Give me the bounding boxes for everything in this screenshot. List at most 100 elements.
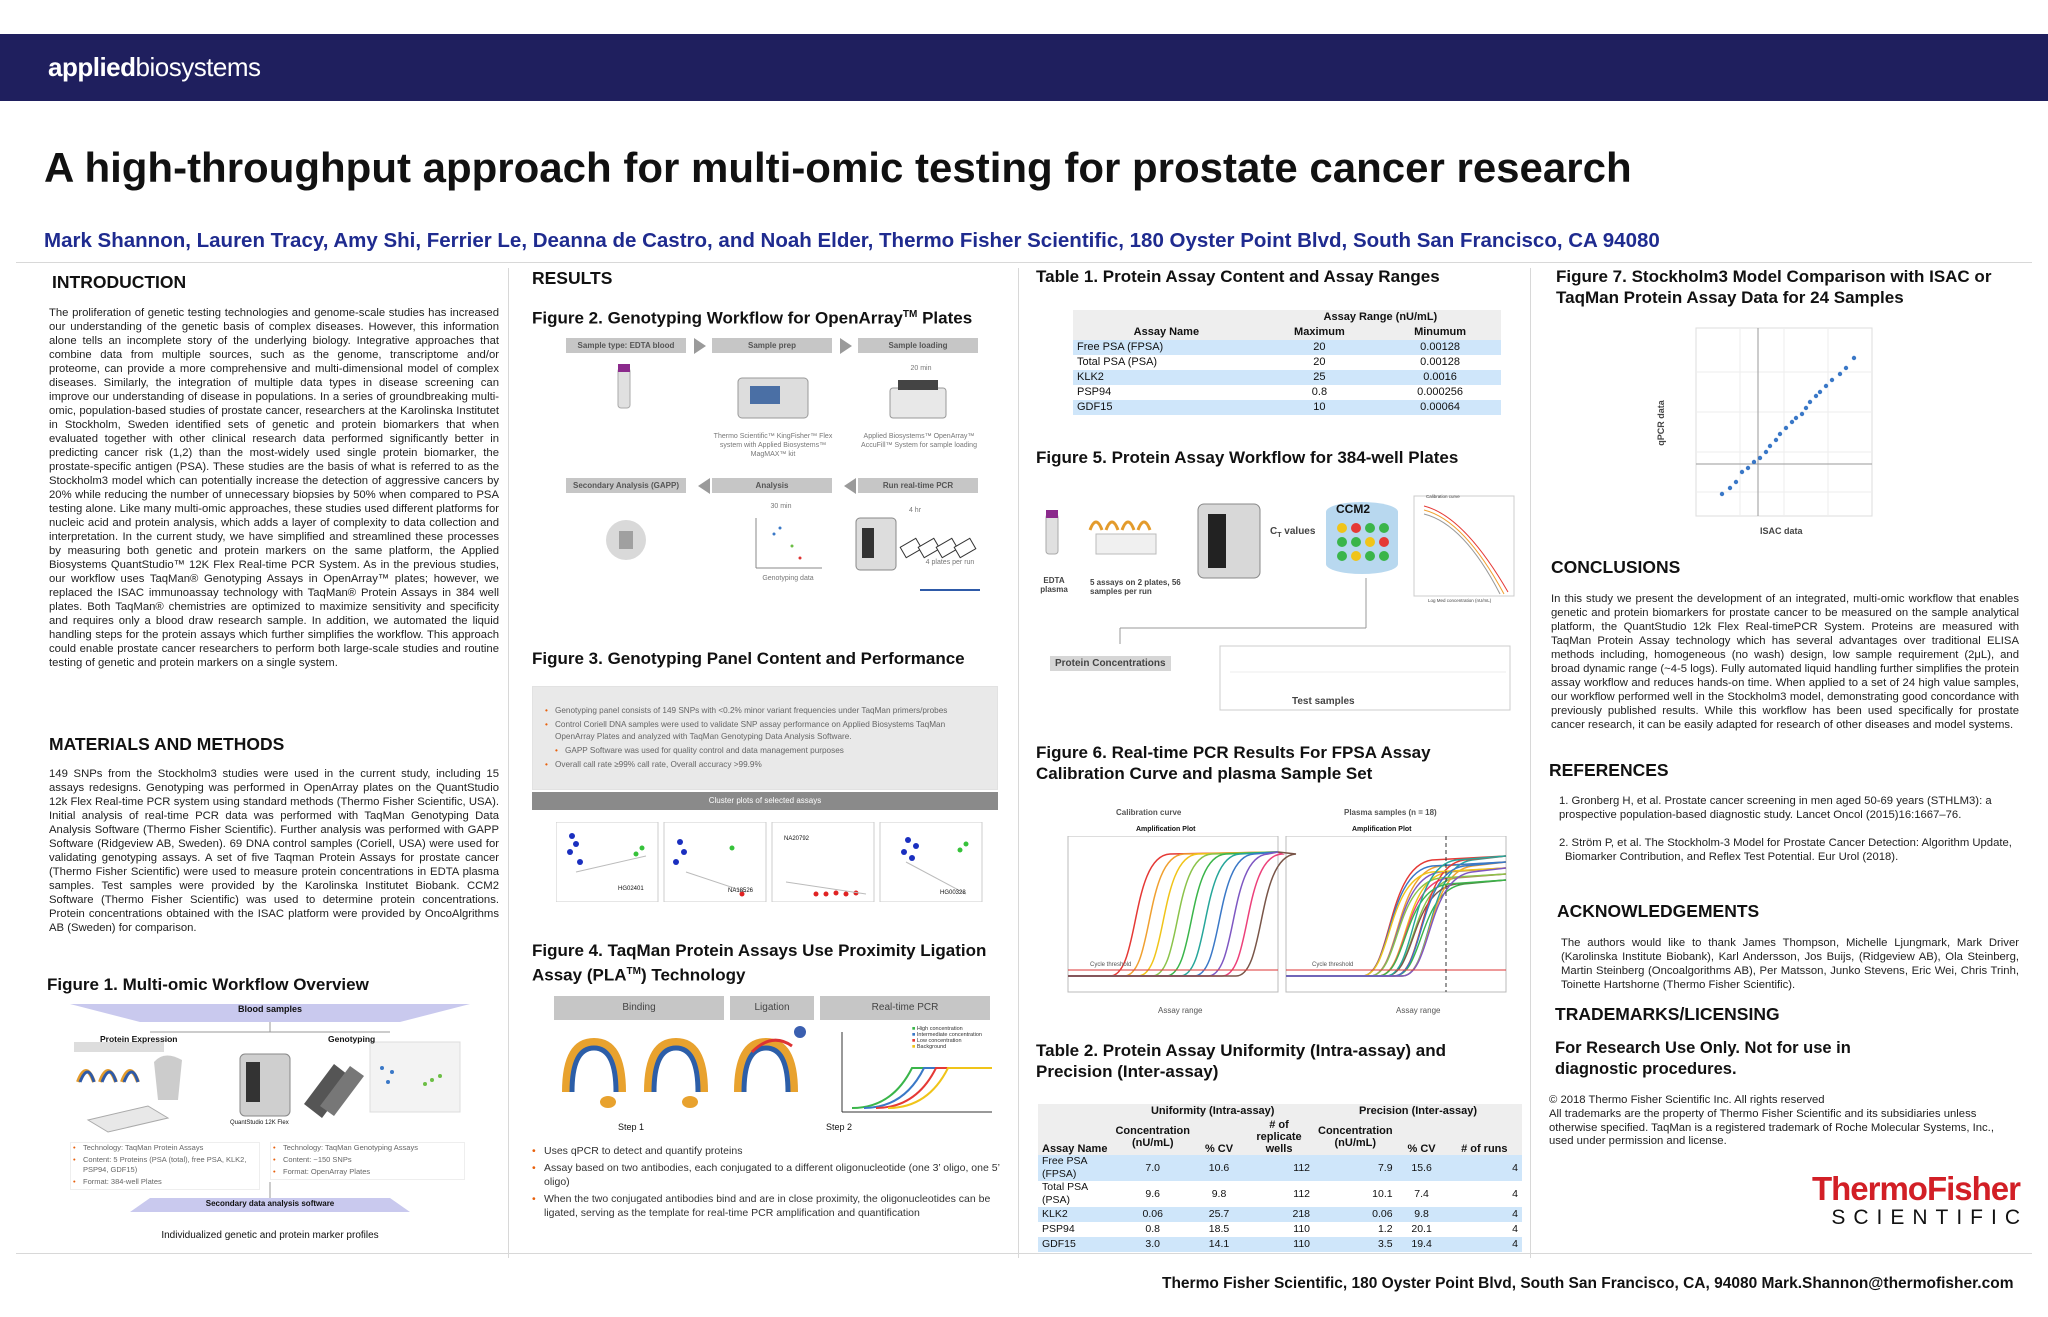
header-band [0,34,2048,101]
fig2-heading: Figure 2. Genotyping Workflow for OpenAr… [532,308,973,328]
fig5-ct: CT values [1270,526,1316,539]
reference-1: 1. Gronberg H, et al. Prostate cancer sc… [1559,795,1992,821]
fig5-graphic: EDTA plasma 5 assays on 2 plates, 56 sam… [1036,494,1516,716]
fig7-heading: Figure 7. Stockholm3 Model Comparison wi… [1556,267,1992,307]
fig4-ligation: Ligation [730,996,814,1020]
fig3-sample-label: NA18526 [728,888,754,894]
fig2-plates: 4 plates per run [925,559,975,566]
fig1-protein-bullets: Technology: TaqMan Protein AssaysContent… [70,1142,260,1190]
copyright: © 2018 Thermo Fisher Scientific Inc. All… [1549,1094,1825,1106]
fig4-bullets: Uses qPCR to detect and quantify protein… [530,1144,1004,1223]
fig4-legend: ■ High concentration ■ Intermediate conc… [912,1026,982,1050]
fig4-binding: Binding [554,996,724,1020]
fig4-heading: Figure 4. TaqMan Protein Assays Use Prox… [532,941,987,985]
scatter-point [1745,465,1751,471]
scatter-point [1829,377,1835,383]
scatter-point [1763,449,1769,455]
table1-heading: Table 1. Protein Assay Content and Assay… [1036,267,1440,286]
scatter-point [1799,411,1805,417]
fig3-bullet: GAPP Software was used for quality contr… [553,745,987,757]
table2-heading: Table 2. Protein Assay Uniformity (Intra… [1036,1041,1447,1081]
amplification-curve [1068,851,1279,977]
fig3-heading: Figure 3. Genotyping Panel Content and P… [532,649,965,668]
thermofisher-logo: ThermoFisher SCIENTIFIC [1811,1170,2028,1230]
trademarks-heading: TRADEMARKS/LICENSING [1555,1004,1780,1024]
amplification-curve [1068,851,1279,977]
arrow-icon [698,478,710,494]
ruo-statement: For Research Use Only. Not for use in di… [1555,1039,1851,1078]
fig6-amp-right: Amplification Plot [1352,826,1412,833]
amplification-curve [1068,851,1297,977]
fig3-panel: Genotyping panel consists of 149 SNPs wi… [532,686,998,790]
arrow-icon [840,338,852,354]
scatter-point [1733,479,1739,485]
scatter-point [1767,443,1773,449]
amplification-curve [1068,851,1279,977]
fig7-graphic: qPCR data ISAC data [1656,322,1880,540]
fig3-bullet: Overall call rate ≥99% call rate, Overal… [543,759,987,771]
fig5-ccm2: CCM2 [1336,502,1371,516]
footer-divider [16,1253,2032,1254]
trademark-text: All trademarks are the property of Therm… [1549,1108,1994,1147]
scatter-point [1751,459,1757,465]
fig5-assays: 5 assays on 2 plates, 56 samples per run [1090,578,1181,596]
intro-text: The proliferation of genetic testing tec… [49,307,499,669]
fig2-time-4: 4 hr [908,507,922,514]
conclusions-heading: CONCLUSIONS [1551,557,1681,577]
fig1-heading: Figure 1. Multi-omic Workflow Overview [47,975,369,994]
scatter-point [1757,455,1763,461]
conclusions-text: In this study we present the development… [1551,593,2019,731]
scatter-point [1789,419,1795,425]
fig6-ct-right: Cycle threshold [1312,962,1354,968]
amplification-curve [1286,867,1507,977]
scatter-point [1813,393,1819,399]
scatter-point [1719,491,1725,497]
fig2-cap2: Applied Biosystems™ OpenArray™ AccuFill™… [861,433,977,449]
fig1-instrument-label: QuantStudio 12K Flex [230,1120,289,1126]
fig4-step2: Step 2 [826,1122,853,1132]
fig6-range-left: Assay range [1158,1006,1203,1015]
scatter-point [1807,399,1813,405]
fig2-step: Analysis [712,478,832,493]
fig5-cal-title: Calibration curve [1426,494,1460,499]
amplification-curve [1286,861,1507,977]
footer-contact: Thermo Fisher Scientific, 180 Oyster Poi… [1162,1275,2014,1292]
fig5-cal-x: Log Med concentration (nU/mL) [1428,598,1492,603]
scatter-point [1817,389,1823,395]
fig3-bullet: Genotyping panel consists of 149 SNPs wi… [543,705,987,717]
amplification-curve [1286,873,1507,977]
scatter-point [1837,371,1843,377]
methods-text: 149 SNPs from the Stockholm3 studies wer… [49,768,499,934]
amplification-curve [1286,879,1507,977]
table1: Assay Range (nU/mL) Assay Name Maximum Min… [1073,310,1501,415]
amplification-curve [1068,851,1285,977]
fig1-secondary-label: Secondary data analysis software [205,1199,335,1208]
fig6-heading: Figure 6. Real-time PCR Results For FPSA… [1036,743,1431,783]
results-heading: RESULTS [532,268,613,288]
column-divider [1530,268,1531,1258]
references-list: 1. Gronberg H, et al. Prostate cancer sc… [1549,794,2019,864]
fig6-amp-left: Amplification Plot [1136,826,1196,833]
authors-line: Mark Shannon, Lauren Tracy, Amy Shi, Fer… [44,229,1660,252]
scatter-point [1777,431,1783,437]
fig4-realtime: Real-time PCR [820,996,990,1020]
fig3-sample-label: NA20792 [784,836,810,842]
fig2-step: Sample type: EDTA blood [566,338,686,353]
methods-heading: MATERIALS AND METHODS [49,734,285,754]
fig1-genotyping-label: Genotyping [328,1034,376,1044]
amplification-curve [1068,851,1279,977]
fig2-geno-data: Genotyping data [762,575,814,582]
scatter-point [1783,425,1789,431]
scatter-point [1793,415,1799,421]
fig2-step: Secondary Analysis (GAPP) [566,478,686,493]
table2: Uniformity (Intra-assay) Precision (Inter… [1038,1104,1522,1252]
ack-text: The authors would like to thank James Th… [1561,937,2019,991]
reference-2a: 2. Ström P, et al. The Stockholm-3 Model… [1559,837,2012,849]
scatter-point [1773,437,1779,443]
column-divider [508,268,509,1258]
fig3-cluster-bar: Cluster plots of selected assays [532,792,998,810]
fig2-time-30: 30 min [770,503,792,510]
poster-title: A high-throughput approach for multi-omi… [44,144,1632,191]
fig6-left-title: Calibration curve [1116,808,1182,817]
